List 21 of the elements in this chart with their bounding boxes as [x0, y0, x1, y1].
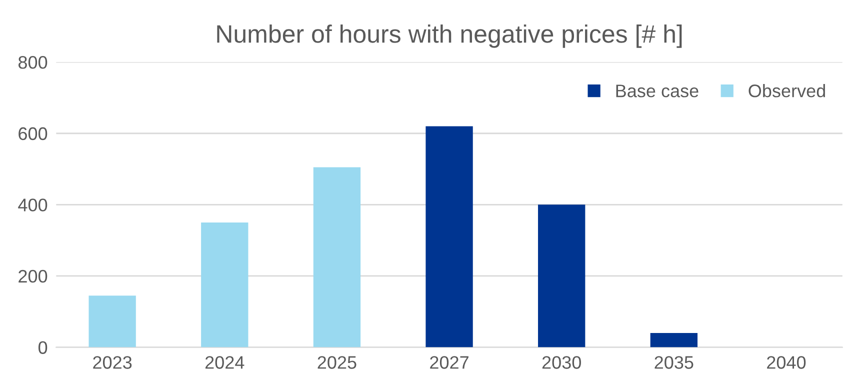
bar	[650, 333, 698, 348]
y-tick-label: 800	[18, 56, 48, 69]
y-tick-label: 400	[18, 198, 48, 212]
bar	[426, 126, 473, 348]
x-tick-label: 2023	[93, 356, 132, 369]
bar	[538, 204, 586, 348]
y-tick-label: 200	[18, 270, 48, 283]
legend-label: Observed	[748, 84, 825, 98]
y-tick-label: 0	[38, 341, 48, 354]
bar	[313, 167, 361, 348]
x-tick-label: 2025	[318, 356, 356, 369]
x-tick-label: 2027	[430, 356, 468, 369]
x-tick-label: 2024	[205, 356, 244, 369]
legend-label: Base case	[616, 84, 698, 98]
x-tick-label: 2035	[654, 356, 694, 369]
x-tick-label: 2030	[542, 356, 581, 369]
bar	[88, 296, 136, 348]
bar	[201, 222, 248, 348]
x-tick-label: 2040	[767, 356, 806, 369]
y-tick-label: 600	[18, 127, 48, 140]
chart-title: Number of hours with negative prices [# h]	[217, 24, 682, 48]
